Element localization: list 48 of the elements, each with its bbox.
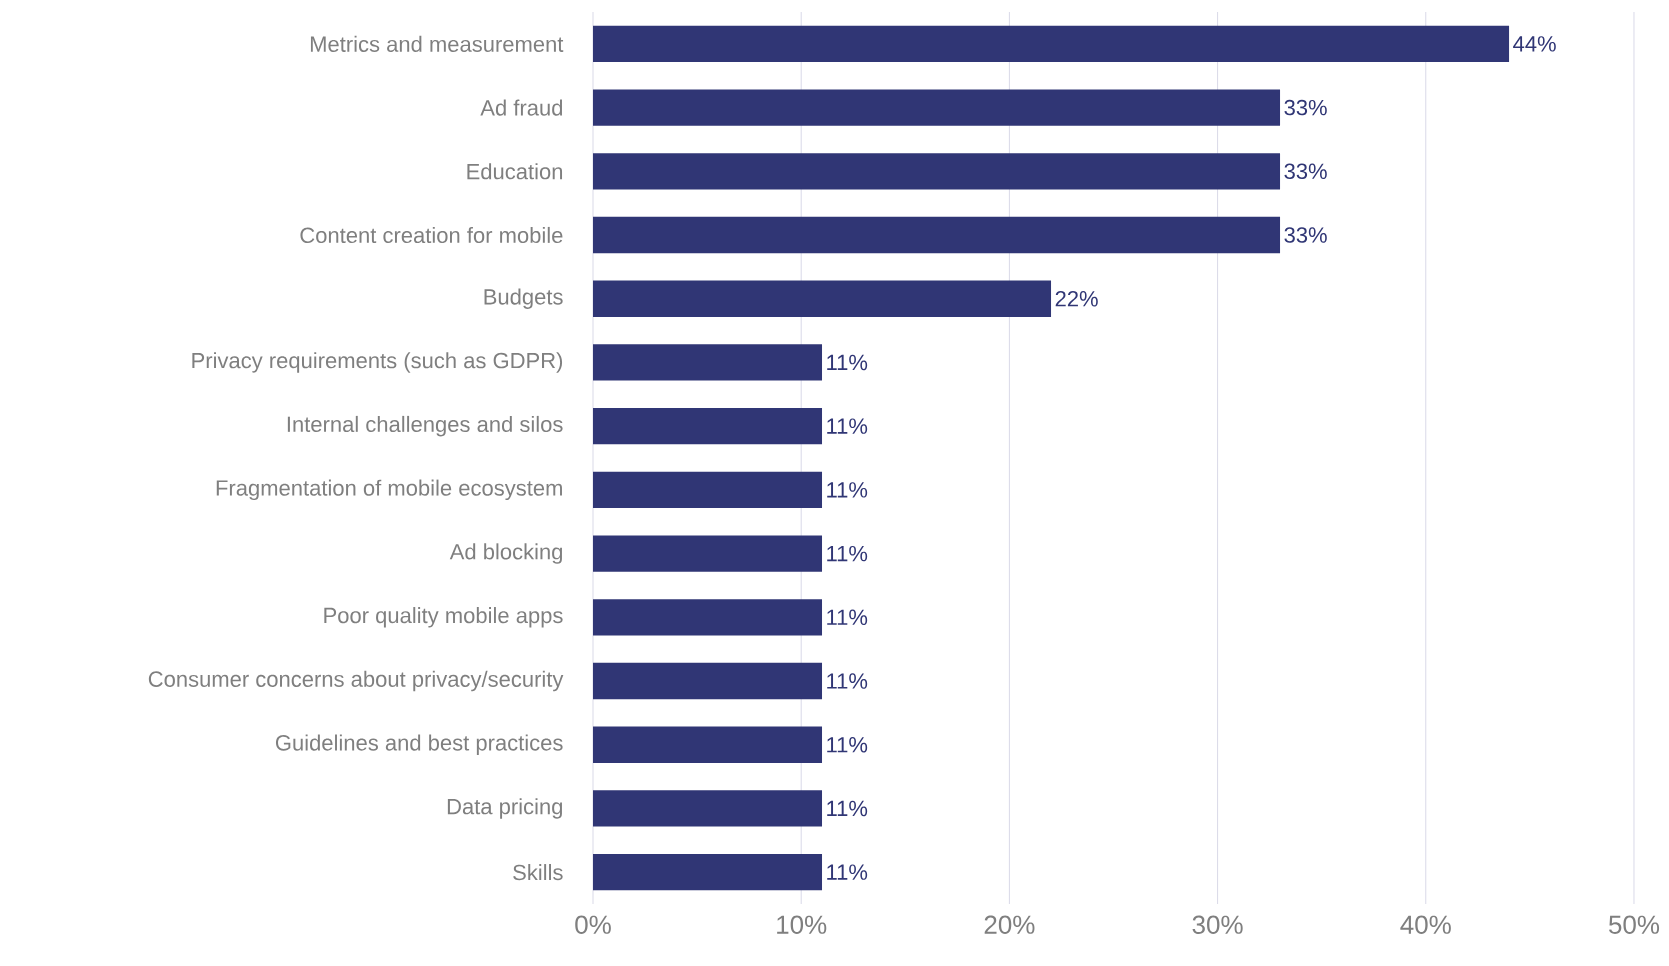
y-tick-label: Skills [513, 864, 563, 881]
bar [593, 854, 823, 891]
data-label: 11% [827, 673, 868, 689]
bar [593, 599, 823, 636]
y-tick-label: Internal challenges and silos [287, 415, 563, 437]
x-tick-label: 10% [777, 915, 827, 934]
y-tick-label: Guidelines and best practices [275, 734, 563, 755]
data-label: 11% [827, 737, 868, 753]
data-label: 11% [827, 864, 868, 880]
y-tick-label: Fragmentation of mobile ecosystem [216, 479, 562, 501]
bar [593, 280, 1052, 317]
data-label: 11% [827, 545, 868, 562]
y-tick-label: Ad fraud [480, 99, 563, 116]
data-label: 33% [1284, 163, 1327, 180]
bar [593, 726, 823, 763]
bar [593, 407, 823, 445]
y-tick-label: Privacy requirements (such as GDPR) [192, 352, 563, 373]
x-tick-label: 0% [575, 915, 611, 934]
x-tick-label: 30% [1192, 915, 1243, 934]
x-tick-label: 40% [1400, 915, 1451, 934]
y-tick-label: Budgets [484, 288, 563, 309]
data-label: 11% [827, 482, 868, 498]
bar [593, 153, 1281, 190]
y-tick-label: Consumer concerns about privacy/security [148, 670, 564, 692]
bar [593, 790, 823, 827]
y-tick-label: Data pricing [447, 798, 563, 819]
data-label: 11% [827, 609, 868, 625]
bar [593, 344, 823, 381]
y-tick-label: Education [467, 163, 563, 180]
y-tick-label: Content creation for mobile [300, 226, 563, 244]
x-tick-label: 50% [1608, 915, 1660, 934]
data-label: 11% [827, 800, 868, 817]
bar [593, 471, 823, 509]
data-label: 33% [1284, 227, 1327, 243]
data-label: 11% [827, 354, 868, 371]
bar [593, 535, 823, 572]
x-tick-label: 20% [984, 915, 1035, 934]
data-label: 22% [1055, 290, 1098, 307]
bar [593, 662, 823, 700]
bar [593, 25, 1510, 63]
data-label: 11% [827, 418, 868, 434]
bar [593, 89, 1281, 126]
y-tick-label: Poor quality mobile apps [324, 607, 563, 628]
y-tick-label: Ad blocking [449, 543, 563, 564]
bar [593, 216, 1281, 254]
y-tick-label: Metrics and measurement [310, 35, 564, 52]
data-label: 44% [1513, 36, 1556, 52]
data-label: 33% [1284, 99, 1327, 116]
